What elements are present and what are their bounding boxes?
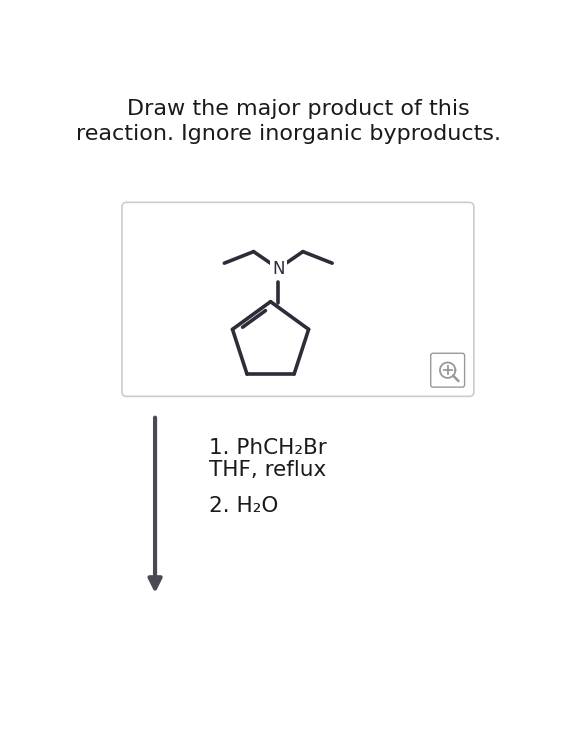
Text: 1. PhCH₂Br: 1. PhCH₂Br [209,438,327,458]
Text: N: N [272,260,285,277]
Text: reaction. Ignore inorganic byproducts.: reaction. Ignore inorganic byproducts. [76,124,501,144]
FancyBboxPatch shape [431,353,464,387]
Text: Draw the major product of this: Draw the major product of this [127,99,470,119]
Text: THF, reflux: THF, reflux [209,461,326,480]
FancyBboxPatch shape [122,202,474,396]
Text: 2. H₂O: 2. H₂O [209,496,278,515]
